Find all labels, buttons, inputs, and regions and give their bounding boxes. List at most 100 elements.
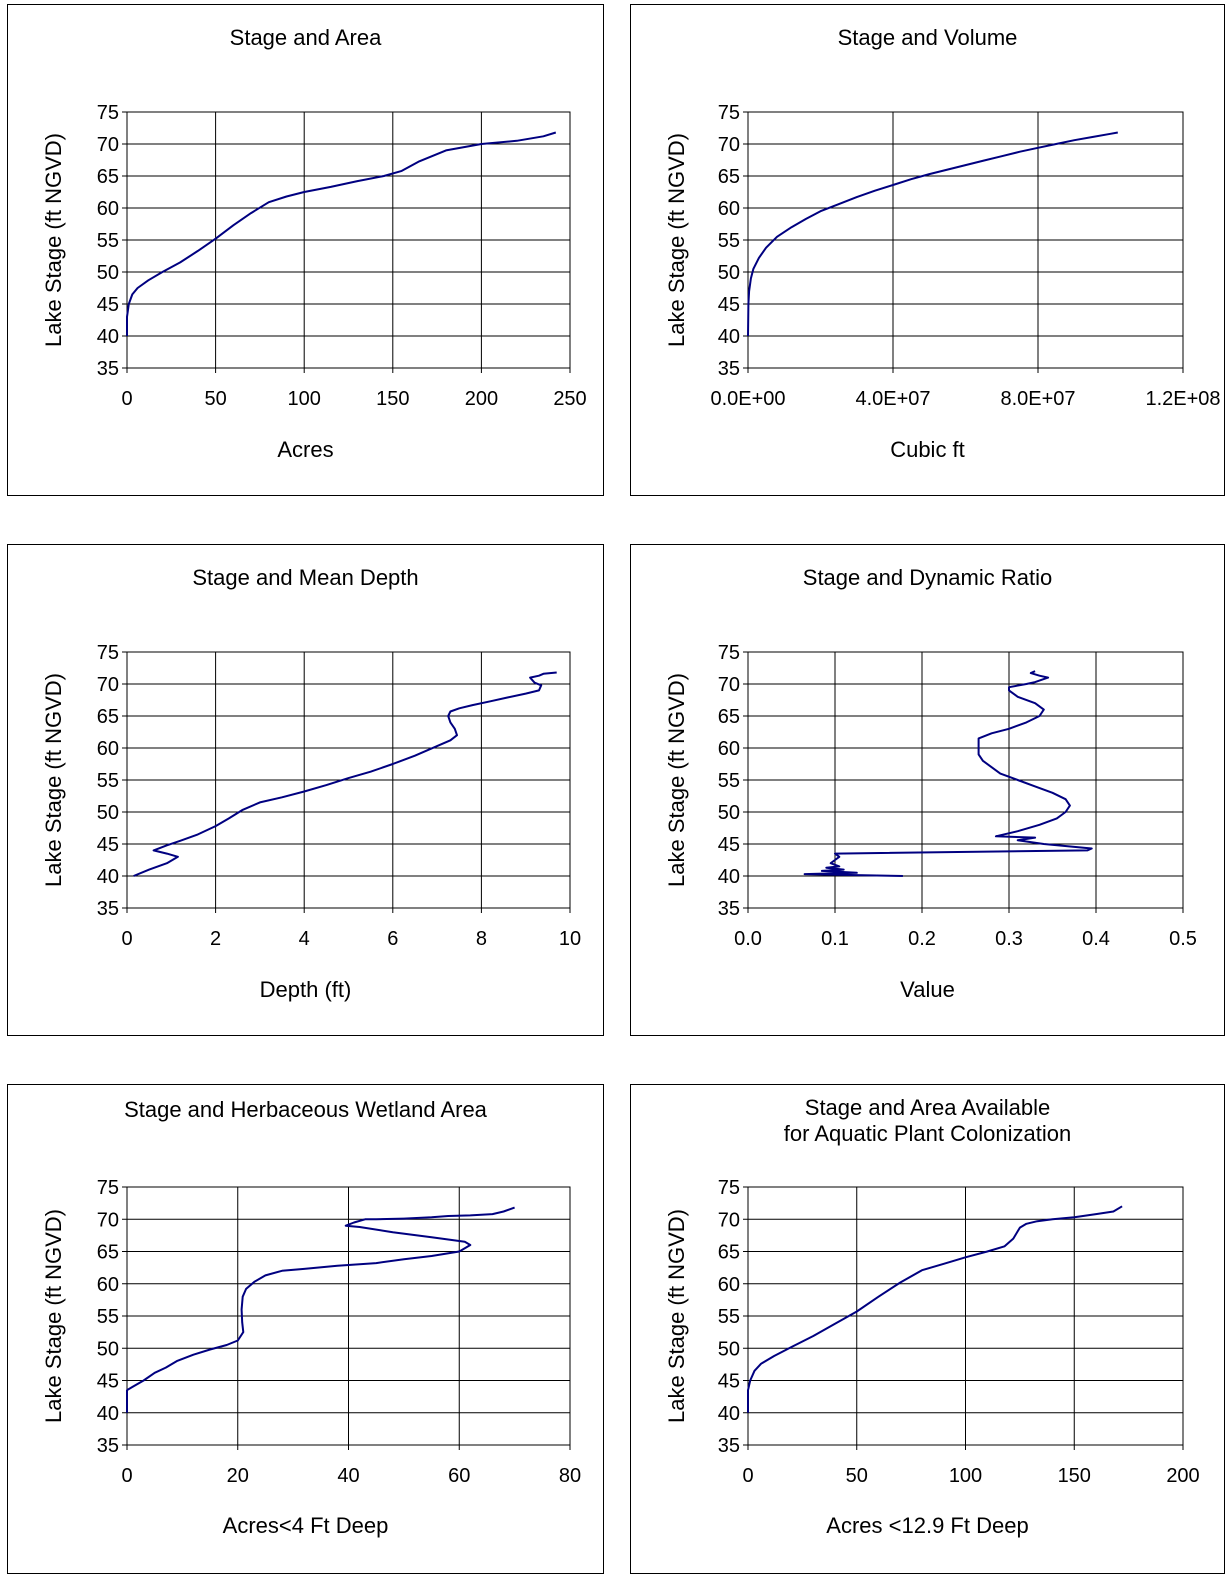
y-tick-label: 70: [718, 674, 740, 696]
y-tick-label: 45: [718, 1371, 740, 1393]
y-tick-label: 55: [718, 230, 740, 252]
x-tick-label: 0.5: [1169, 928, 1197, 950]
x-tick-label: 8: [476, 928, 487, 950]
x-tick-label: 0.3: [995, 928, 1023, 950]
y-tick-label: 50: [718, 262, 740, 284]
x-tick-label: 20: [227, 1465, 249, 1487]
y-tick-label: 50: [97, 1338, 119, 1360]
y-tick-label: 65: [718, 706, 740, 728]
x-tick-label: 40: [337, 1465, 359, 1487]
y-tick-label: 70: [97, 1209, 119, 1231]
x-tick-label: 4: [299, 928, 310, 950]
y-tick-label: 50: [718, 1338, 740, 1360]
y-tick-label: 35: [718, 898, 740, 920]
chart-panel-5: Stage and Area Available for Aquatic Plan…: [630, 1084, 1225, 1574]
x-tick-label: 10: [559, 928, 581, 950]
x-tick-label: 50: [846, 1465, 868, 1487]
y-tick-label: 60: [718, 1274, 740, 1296]
x-tick-label: 1.2E+08: [1145, 388, 1220, 410]
chart-panel-4: Stage and Herbaceous Wetland Area Acres<4…: [7, 1084, 604, 1574]
y-tick-label: 65: [97, 706, 119, 728]
x-tick-label: 150: [376, 388, 409, 410]
y-tick-label: 35: [97, 358, 119, 380]
y-tick-label: 40: [718, 866, 740, 888]
x-tick-label: 2: [210, 928, 221, 950]
x-tick-label: 0.0: [734, 928, 762, 950]
x-tick-label: 0: [121, 388, 132, 410]
x-tick-label: 100: [949, 1465, 982, 1487]
x-axis-label: Acres<4 Ft Deep: [222, 1513, 389, 1538]
y-tick-label: 35: [97, 898, 119, 920]
y-tick-label: 75: [97, 642, 119, 664]
x-tick-label: 150: [1058, 1465, 1091, 1487]
y-tick-label: 70: [97, 674, 119, 696]
y-tick-label: 40: [97, 326, 119, 348]
chart-panel-3: Stage and Dynamic Ratio Value Lake Stage (…: [630, 544, 1225, 1036]
y-tick-label: 45: [718, 834, 740, 856]
y-tick-label: 40: [97, 866, 119, 888]
chart-title: Stage and Mean Depth: [192, 565, 419, 590]
x-tick-label: 8.0E+07: [1000, 388, 1075, 410]
y-tick-label: 75: [718, 102, 740, 124]
x-axis-label: Cubic ft: [890, 437, 965, 462]
y-tick-label: 55: [97, 1306, 119, 1328]
x-tick-label: 6: [387, 928, 398, 950]
y-tick-label: 50: [718, 802, 740, 824]
x-axis-label: Depth (ft): [259, 977, 352, 1002]
chart-svg: 35 40 45 50 55 60 65 70 75 0 50 100 150 200: [718, 1177, 1200, 1487]
y-tick-label: 75: [718, 642, 740, 664]
x-axis-label: Acres <12.9 Ft Deep: [826, 1513, 1029, 1538]
y-tick-label: 55: [97, 230, 119, 252]
x-tick-label: 4.0E+07: [855, 388, 930, 410]
y-tick-label: 40: [718, 326, 740, 348]
chart-title: Stage and Dynamic Ratio: [802, 565, 1053, 590]
y-tick-label: 55: [97, 770, 119, 792]
x-tick-label: 200: [465, 388, 498, 410]
x-tick-label: 100: [288, 388, 321, 410]
y-tick-label: 65: [718, 166, 740, 188]
y-tick-label: 45: [97, 1371, 119, 1393]
x-axis-label: Value: [900, 977, 955, 1002]
x-tick-label: 0.1: [821, 928, 849, 950]
y-tick-label: 45: [97, 294, 119, 316]
y-tick-label: 75: [718, 1177, 740, 1199]
x-tick-label: 0.4: [1082, 928, 1110, 950]
x-tick-label: 0: [121, 928, 132, 950]
x-axis-label: Acres: [277, 437, 334, 462]
y-tick-label: 35: [718, 1435, 740, 1457]
chart-title: Stage and Herbaceous Wetland Area: [124, 1097, 487, 1122]
x-tick-label: 0.0E+00: [710, 388, 785, 410]
x-tick-label: 250: [553, 388, 586, 410]
y-tick-label: 40: [97, 1403, 119, 1425]
x-tick-label: 50: [204, 388, 226, 410]
y-tick-label: 65: [97, 1242, 119, 1264]
chart-svg: 35 40 45 50 55 60 65 70 75 0.0E+00 4.0E+07 8.0E+07 1…: [710, 102, 1220, 410]
series-line: [133, 671, 557, 877]
x-tick-label: 0.2: [908, 928, 936, 950]
y-tick-label: 45: [718, 294, 740, 316]
y-tick-label: 65: [97, 166, 119, 188]
series-line: [126, 131, 557, 336]
chart-svg: 35 40 45 50 55 60 65 70 75 0 20 40 60 80: [97, 1177, 581, 1487]
series-line: [126, 1206, 515, 1413]
y-tick-label: 65: [718, 1242, 740, 1264]
chart-svg: 35 40 45 50 55 60 65 70 75 0 2 4 6 8 10: [97, 642, 581, 950]
y-tick-label: 55: [718, 1306, 740, 1328]
y-tick-label: 35: [718, 358, 740, 380]
y-tick-label: 45: [97, 834, 119, 856]
y-tick-label: 60: [97, 1274, 119, 1296]
series-line: [747, 1205, 1123, 1413]
chart-svg: 35 40 45 50 55 60 65 70 75 0.0 0.1 0.2 0.3 0.4 0.5: [718, 642, 1197, 950]
y-tick-label: 75: [97, 1177, 119, 1199]
x-tick-label: 80: [559, 1465, 581, 1487]
y-tick-label: 70: [718, 1209, 740, 1231]
chart-title: Stage and Area Available for Aquatic Plan…: [783, 1095, 1072, 1146]
y-tick-label: 50: [97, 802, 119, 824]
chart-title: Stage and Area: [229, 25, 382, 50]
series-line: [803, 670, 1093, 877]
y-tick-label: 55: [718, 770, 740, 792]
chart-panel-1: Stage and Volume Cubic ft Lake Stage (ft N…: [630, 4, 1225, 496]
y-tick-label: 40: [718, 1403, 740, 1425]
y-tick-label: 70: [97, 134, 119, 156]
y-tick-label: 60: [718, 738, 740, 760]
